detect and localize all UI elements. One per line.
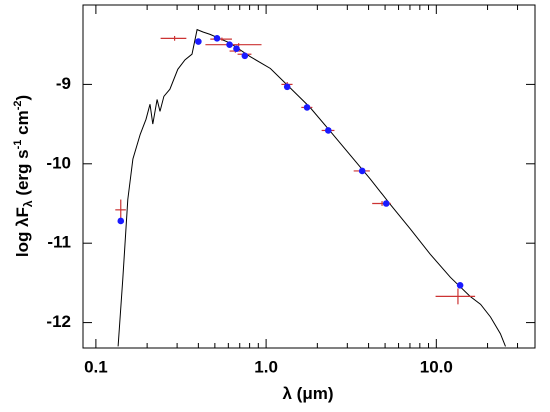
point (382, 200, 390, 207)
point (325, 127, 332, 134)
point (195, 38, 202, 45)
point (233, 45, 240, 52)
y-tick-label: -12 (46, 312, 71, 331)
point (303, 104, 311, 111)
error-cross (435, 288, 476, 305)
y-tick-label: -10 (46, 153, 71, 172)
model-line (117, 28, 506, 347)
point (117, 217, 125, 225)
y-axis-label: log λFλ (erg s-1 cm-2) (12, 95, 35, 257)
plot-frame (82, 4, 536, 349)
y-tick-label: -9 (56, 74, 71, 93)
x-tick-label: 10.0 (420, 357, 453, 376)
error-cross (160, 35, 187, 41)
error-cross (205, 43, 262, 47)
y-tick-label: -11 (47, 233, 71, 252)
point (456, 281, 464, 289)
x-axis-label: λ (μm) (282, 384, 333, 403)
error-cross (210, 37, 232, 41)
x-tick-label: 0.1 (84, 357, 108, 376)
point (226, 41, 233, 48)
point (213, 35, 221, 42)
point (358, 167, 366, 175)
error-cross (115, 199, 126, 221)
point (283, 83, 291, 91)
point (241, 52, 249, 60)
x-tick-label: 1.0 (254, 357, 278, 376)
